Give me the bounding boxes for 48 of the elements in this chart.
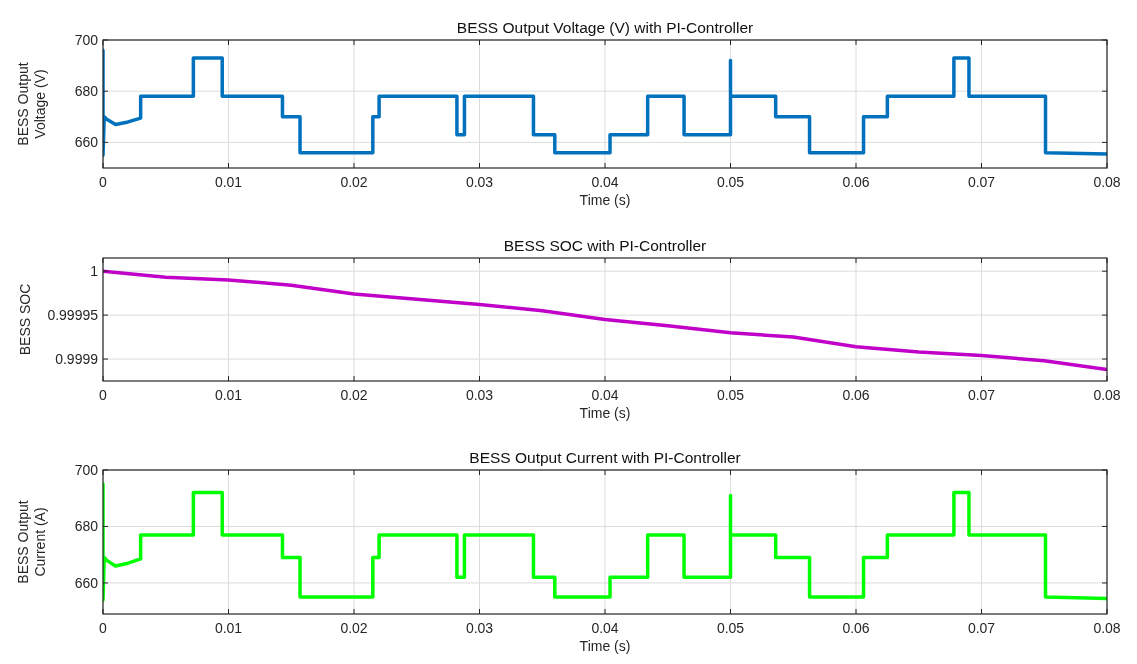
y-axis-title: BESS SOC: [17, 283, 33, 356]
x-axis-title: Time (s): [579, 405, 631, 421]
y-tick-label: 700: [74, 32, 99, 48]
x-tick-label: 0.05: [716, 387, 745, 403]
y-tick-label: 0.9999: [55, 351, 99, 368]
y-tick-label: 680: [74, 518, 99, 535]
y-tick-label: 0.99995: [47, 307, 99, 324]
chart-title: BESS Output Voltage (V) with PI-Controller: [456, 19, 754, 36]
x-tick-label: 0.05: [716, 174, 745, 190]
x-tick-label: 0.02: [340, 620, 368, 636]
line-series: [103, 269, 1107, 372]
x-tick-label: 0.04: [591, 387, 619, 403]
x-tick-label: 0: [99, 387, 108, 403]
x-tick-label: 0.04: [591, 174, 619, 190]
x-tick-label: 0.02: [340, 174, 368, 190]
x-tick-label: 0.01: [214, 387, 243, 403]
y-tick-label: 700: [74, 462, 99, 478]
x-tick-label: 0.08: [1093, 387, 1121, 403]
x-tick-label: 0.07: [967, 387, 996, 403]
x-tick-label: 0.01: [214, 174, 243, 190]
x-tick-label: 0: [99, 620, 108, 636]
x-axis-title: Time (s): [579, 192, 631, 208]
x-tick-label: 0.05: [716, 620, 745, 636]
line-series: [103, 482, 1107, 602]
x-tick-label: 0.02: [340, 387, 368, 403]
x-tick-label: 0.06: [842, 174, 870, 190]
x-tick-label: 0.03: [465, 174, 494, 190]
x-tick-label: 0.08: [1093, 620, 1121, 636]
chart-title: BESS Output Current with PI-Controller: [469, 449, 741, 466]
y-tick-label: 660: [74, 574, 99, 591]
x-tick-label: 0.03: [465, 620, 494, 636]
x-tick-label: 0.06: [842, 620, 870, 636]
x-tick-label: 0.07: [967, 620, 996, 636]
x-tick-label: 0.08: [1093, 174, 1121, 190]
x-tick-label: 0.06: [842, 387, 870, 403]
x-tick-label: 0.07: [967, 174, 996, 190]
y-axis-title: BESS Output Voltage (V): [15, 62, 48, 146]
y-axis-title: BESS Output Current (A): [15, 500, 48, 584]
chart-title: BESS SOC with PI-Controller: [503, 237, 707, 254]
line-series: [103, 48, 1107, 157]
x-axis-title: Time (s): [579, 638, 631, 654]
x-tick-label: 0.01: [214, 620, 243, 636]
x-tick-label: 0.04: [591, 620, 619, 636]
x-tick-label: 0.03: [465, 387, 494, 403]
y-tick-label: 680: [74, 83, 99, 100]
y-tick-label: 1: [90, 263, 99, 280]
y-tick-label: 660: [74, 134, 99, 151]
x-tick-label: 0: [99, 174, 108, 190]
